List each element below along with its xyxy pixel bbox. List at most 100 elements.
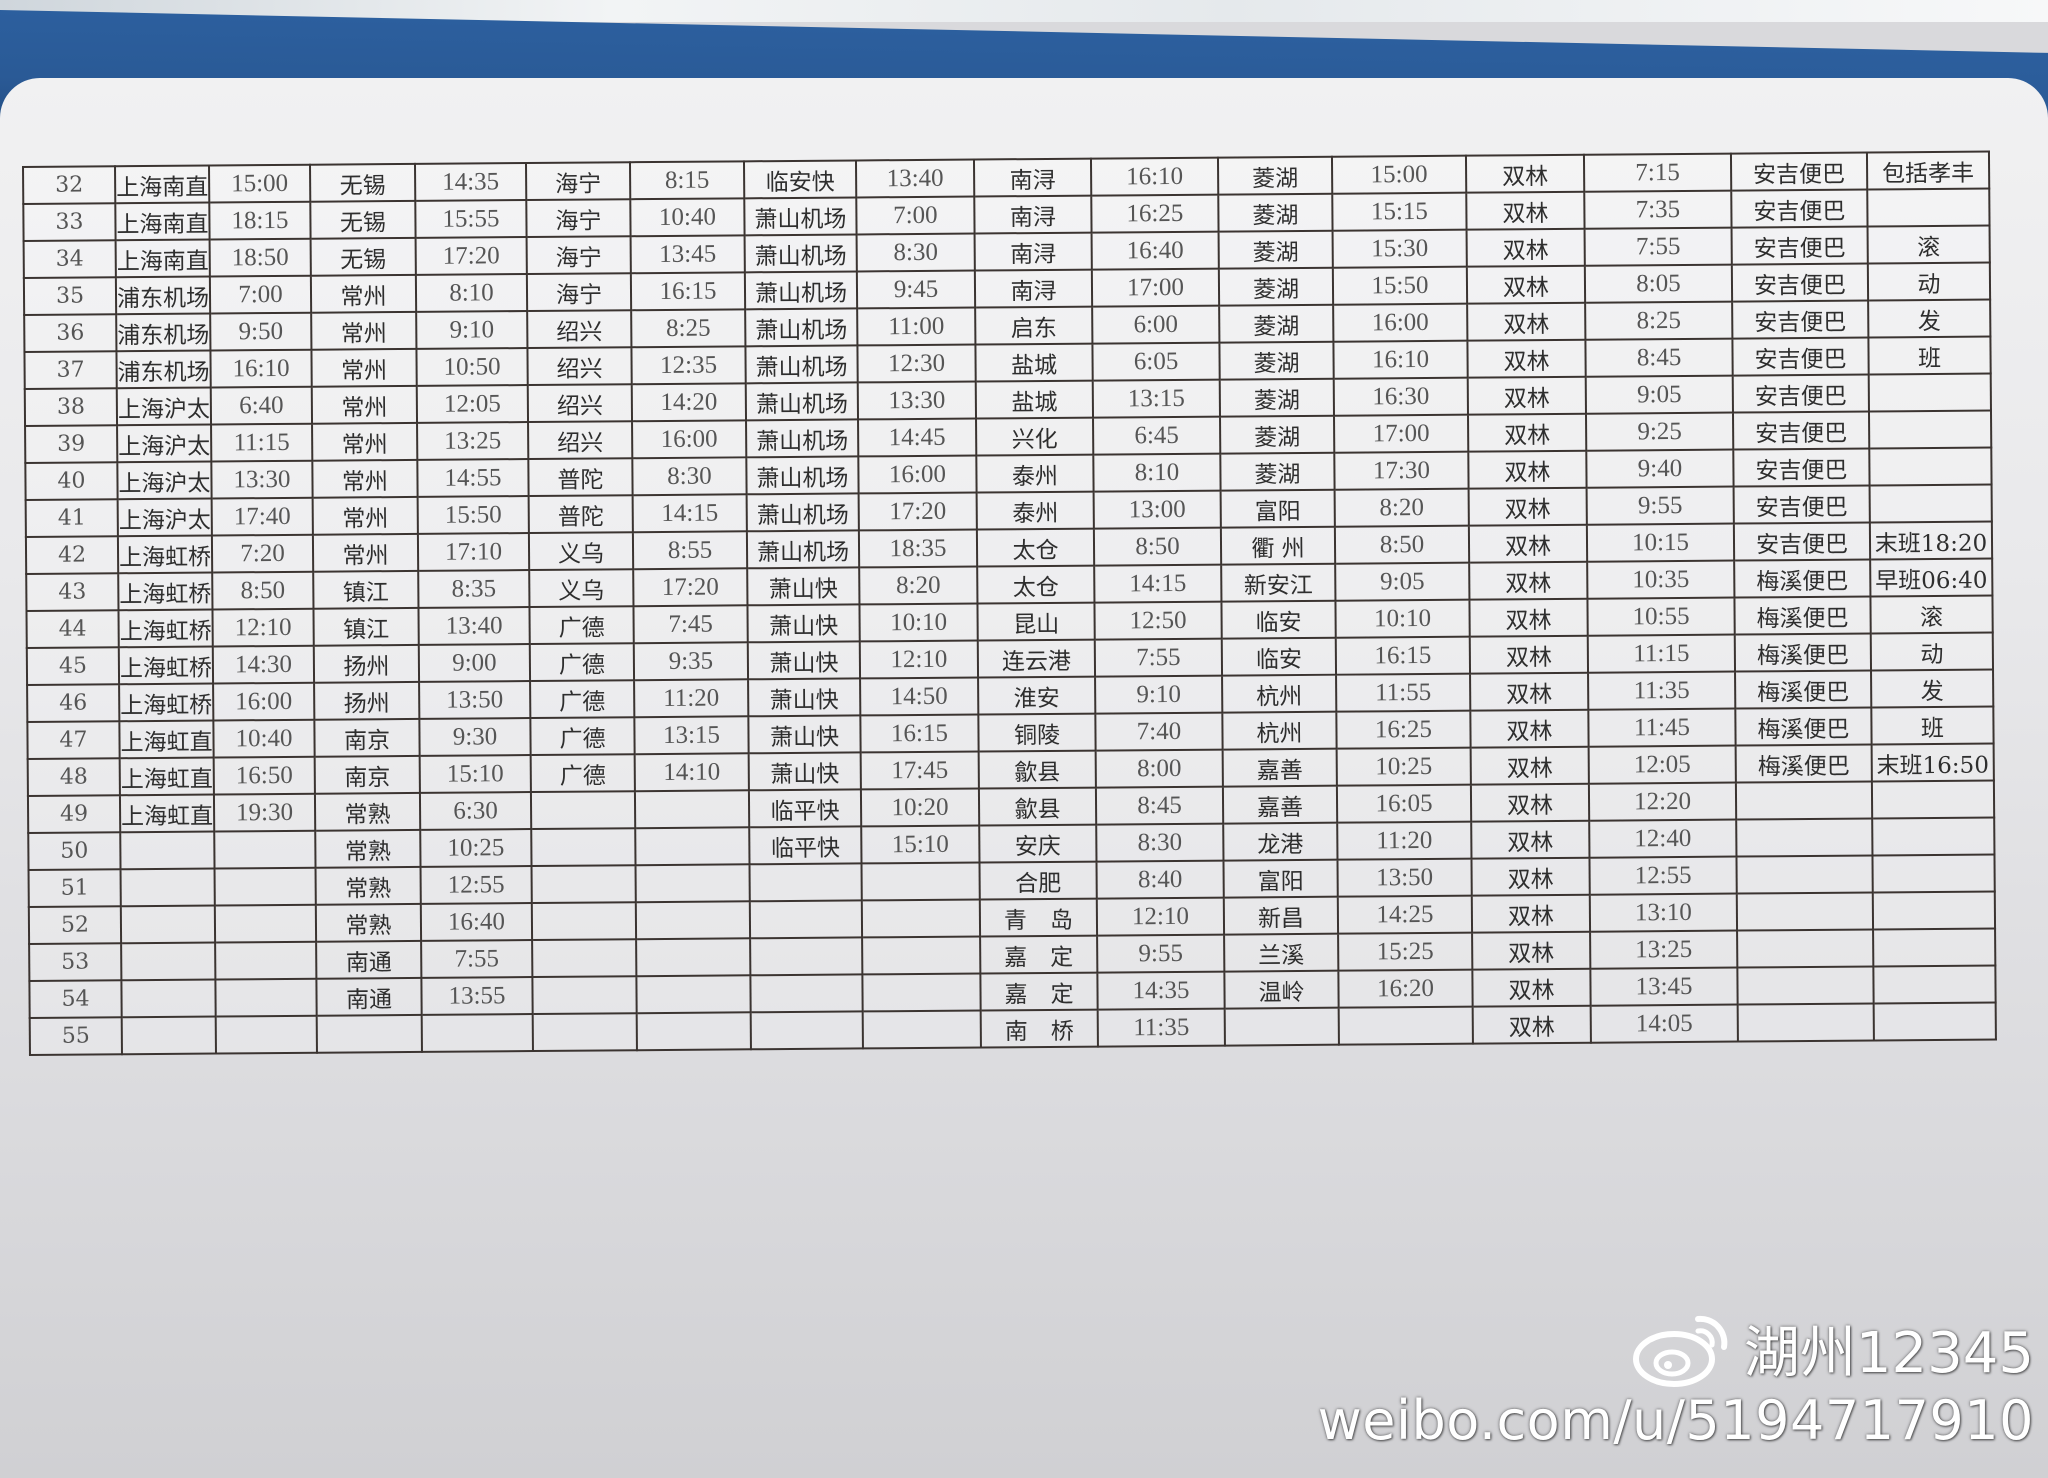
departure-time-cell: 13:50 [1337, 858, 1472, 897]
departure-time-cell [635, 864, 750, 903]
destination-cell: 海宁 [526, 236, 631, 275]
destination-cell: 双林 [1467, 302, 1586, 341]
destination-cell: 双林 [1469, 598, 1588, 637]
destination-cell: 菱湖 [1218, 267, 1334, 306]
destination-cell: 杭州 [1222, 674, 1337, 713]
note-cell [1869, 447, 1992, 486]
destination-cell: 扬州 [313, 644, 420, 683]
departure-time-cell: 9:55 [1097, 934, 1225, 973]
departure-time-cell: 7:45 [633, 605, 748, 644]
destination-cell: 南浔 [973, 158, 1092, 197]
row-number-cell: 42 [25, 536, 119, 574]
destination-cell: 绍兴 [527, 384, 633, 423]
departure-time-cell: 9:45 [856, 270, 976, 309]
destination-cell: 富阳 [1223, 859, 1338, 898]
destination-cell: 萧山机场 [745, 308, 858, 347]
destination-cell: 浦东机场 [116, 350, 211, 389]
destination-cell: 临平快 [748, 789, 862, 828]
departure-time-cell: 6:40 [210, 386, 313, 425]
destination-cell: 太仓 [976, 528, 1095, 567]
departure-time-cell [861, 862, 980, 901]
destination-cell: 安吉便巴 [1731, 263, 1869, 302]
destination-cell: 上海虹直 [119, 794, 215, 833]
destination-cell: 双林 [1469, 561, 1588, 600]
departure-time-cell: 16:50 [213, 756, 315, 795]
watermark-account: 湖州12345 [1743, 1321, 2034, 1386]
departure-time-cell: 9:55 [1586, 486, 1734, 525]
destination-cell: 安吉便巴 [1731, 226, 1868, 265]
departure-time-cell: 14:35 [1097, 971, 1225, 1010]
destination-cell: 浦东机场 [116, 313, 211, 352]
row-number-cell: 46 [27, 684, 120, 722]
destination-cell: 萧山机场 [745, 382, 859, 421]
departure-time-cell: 12:20 [1588, 782, 1737, 821]
destination-cell: 梅溪便巴 [1735, 744, 1872, 783]
departure-time-cell: 15:00 [1331, 155, 1467, 194]
departure-time-cell: 16:10 [1333, 340, 1468, 379]
destination-cell: 嘉善 [1222, 785, 1338, 824]
departure-time-cell: 16:00 [213, 682, 315, 721]
departure-time-cell [214, 867, 316, 906]
destination-cell [749, 900, 863, 939]
destination-cell: 萧山快 [747, 567, 860, 606]
destination-cell: 临平快 [749, 826, 862, 865]
departure-time-cell: 15:00 [209, 164, 311, 203]
departure-time-cell: 6:45 [1093, 416, 1221, 455]
departure-time-cell: 11:35 [1097, 1008, 1225, 1047]
departure-time-cell: 17:20 [633, 568, 748, 607]
destination-cell [1736, 818, 1873, 857]
destination-cell: 上海虹直 [119, 720, 214, 759]
destination-cell [120, 831, 215, 870]
destination-cell: 南浔 [974, 232, 1092, 271]
departure-time-cell [634, 790, 750, 829]
departure-time-cell: 7:20 [211, 534, 314, 573]
departure-time-cell: 17:30 [1334, 451, 1469, 490]
destination-cell: 萧山机场 [744, 234, 857, 273]
destination-cell: 昆山 [977, 602, 1095, 641]
departure-time-cell: 14:05 [1590, 1004, 1738, 1043]
departure-time-cell: 16:25 [1091, 194, 1219, 233]
departure-time-cell: 10:10 [1335, 599, 1470, 638]
departure-time-cell: 12:50 [1094, 601, 1222, 640]
destination-cell: 海宁 [525, 162, 631, 201]
departure-time-cell: 12:35 [631, 346, 746, 385]
weibo-logo-icon [1632, 1315, 1728, 1387]
destination-cell: 嘉 定 [980, 935, 1098, 974]
departure-time-cell: 8:45 [1095, 786, 1224, 825]
row-number-cell: 43 [26, 573, 119, 611]
departure-time-cell: 8:30 [856, 233, 975, 272]
destination-cell: 盐城 [975, 343, 1093, 382]
destination-cell: 浦东机场 [115, 276, 211, 315]
destination-cell: 义乌 [528, 532, 634, 571]
destination-cell: 上海虹桥 [118, 609, 213, 648]
destination-cell [120, 868, 215, 907]
row-number-cell: 47 [27, 721, 120, 759]
row-number-cell: 52 [28, 906, 122, 944]
destination-cell [531, 828, 636, 867]
row-number-cell: 38 [24, 388, 118, 426]
departure-time-cell: 12:10 [1096, 897, 1225, 936]
destination-cell [750, 974, 863, 1013]
destination-cell: 广德 [530, 717, 635, 756]
destination-cell: 双林 [1470, 672, 1589, 711]
destination-cell: 萧山快 [748, 678, 861, 717]
destination-cell [531, 902, 637, 941]
destination-cell: 菱湖 [1218, 193, 1333, 232]
departure-time-cell: 7:35 [1584, 190, 1732, 229]
departure-time-cell: 8:30 [632, 457, 747, 496]
destination-cell: 广德 [530, 680, 635, 719]
row-number-cell: 51 [28, 869, 121, 907]
departure-time-cell: 16:00 [1333, 303, 1468, 342]
departure-time-cell: 8:50 [1334, 525, 1470, 564]
destination-cell: 梅溪便巴 [1735, 707, 1872, 746]
departure-time-cell: 13:25 [1590, 930, 1738, 969]
note-cell [1868, 373, 1991, 412]
note-cell [1868, 410, 1992, 449]
departure-time-cell: 11:35 [1588, 671, 1736, 710]
departure-time-cell: 7:00 [209, 275, 312, 314]
note-cell: 班 [1871, 706, 1994, 745]
destination-cell [1736, 892, 1874, 931]
departure-time-cell: 11:15 [1587, 634, 1736, 673]
destination-cell: 双林 [1471, 894, 1591, 933]
destination-cell: 安吉便巴 [1733, 522, 1871, 561]
